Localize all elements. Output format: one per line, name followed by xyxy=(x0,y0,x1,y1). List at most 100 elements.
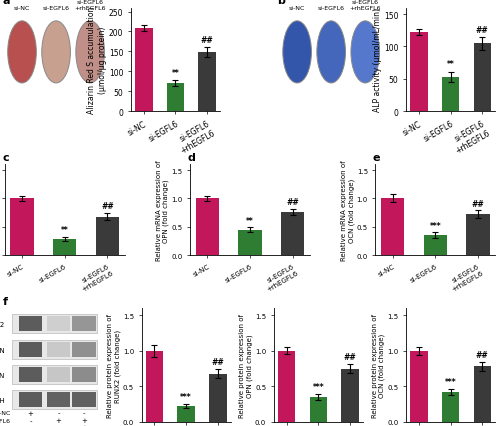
Text: -: - xyxy=(82,410,85,416)
Y-axis label: Relative mRNA expression of
OCN (fold change): Relative mRNA expression of OCN (fold ch… xyxy=(341,160,354,260)
Text: rhEGFL6: rhEGFL6 xyxy=(0,425,10,426)
Circle shape xyxy=(9,25,35,81)
Text: ##: ## xyxy=(472,199,484,208)
Bar xyxy=(19,317,42,331)
Bar xyxy=(96,217,119,256)
Text: RUNX2: RUNX2 xyxy=(0,321,5,327)
Bar xyxy=(310,397,327,422)
Circle shape xyxy=(76,22,104,84)
Circle shape xyxy=(352,25,378,81)
Bar xyxy=(281,213,304,256)
Text: si-NC: si-NC xyxy=(0,410,10,415)
Circle shape xyxy=(318,25,344,81)
Y-axis label: Relative mRNA expression of
OPN (fold change): Relative mRNA expression of OPN (fold ch… xyxy=(156,160,170,260)
Y-axis label: Relative protein expression of
OPN (fold change): Relative protein expression of OPN (fold… xyxy=(240,313,253,417)
Bar xyxy=(47,392,70,407)
Text: -: - xyxy=(30,417,32,423)
Text: si-EGFL6: si-EGFL6 xyxy=(0,417,10,423)
Text: si-NC: si-NC xyxy=(289,6,306,11)
Bar xyxy=(12,390,96,409)
Bar xyxy=(424,236,447,256)
Text: si-EGFL6: si-EGFL6 xyxy=(318,6,344,11)
Bar xyxy=(72,368,96,382)
Text: ##: ## xyxy=(476,350,488,359)
Bar xyxy=(381,199,404,256)
Bar xyxy=(72,392,96,407)
Text: ***: *** xyxy=(312,382,324,391)
Bar xyxy=(442,392,459,422)
Bar xyxy=(47,368,70,382)
Text: ##: ## xyxy=(286,198,299,207)
Text: e: e xyxy=(373,153,380,163)
Text: f: f xyxy=(2,296,7,307)
Bar xyxy=(410,33,428,112)
Text: ##: ## xyxy=(212,357,224,366)
Bar xyxy=(466,215,489,256)
Circle shape xyxy=(284,25,310,81)
Text: **: ** xyxy=(61,226,68,235)
Bar xyxy=(342,369,359,422)
Bar xyxy=(19,368,42,382)
Bar xyxy=(19,343,42,357)
Text: ##: ## xyxy=(201,36,213,45)
Circle shape xyxy=(8,22,36,84)
Circle shape xyxy=(351,22,380,84)
Bar xyxy=(474,44,491,112)
Text: si-EGFL6: si-EGFL6 xyxy=(42,6,70,11)
Y-axis label: Relative protein expression of
OCN (fold change): Relative protein expression of OCN (fold… xyxy=(372,313,385,417)
Bar xyxy=(167,84,184,112)
Circle shape xyxy=(283,22,312,84)
Bar xyxy=(146,351,163,422)
Bar xyxy=(12,314,96,334)
Text: ***: *** xyxy=(180,391,192,401)
Text: OPN: OPN xyxy=(0,347,5,353)
Text: **: ** xyxy=(246,216,254,225)
Bar xyxy=(178,406,195,422)
Text: b: b xyxy=(278,0,285,6)
Text: si-EGFL6
+rhEGFL6: si-EGFL6 +rhEGFL6 xyxy=(350,0,381,11)
Text: +: + xyxy=(81,424,87,426)
Bar xyxy=(53,239,76,256)
Bar xyxy=(12,340,96,360)
Text: -: - xyxy=(58,424,60,426)
Bar xyxy=(442,78,460,112)
Text: +: + xyxy=(81,417,87,423)
Bar xyxy=(198,53,216,112)
Text: ***: *** xyxy=(430,221,441,230)
Text: -: - xyxy=(30,424,32,426)
Text: GAPDH: GAPDH xyxy=(0,397,5,403)
Text: -: - xyxy=(58,410,60,416)
Circle shape xyxy=(317,22,346,84)
Bar xyxy=(238,230,262,256)
Bar xyxy=(47,317,70,331)
Text: si-NC: si-NC xyxy=(14,6,30,11)
Bar xyxy=(209,374,226,422)
Text: +: + xyxy=(28,410,34,416)
Bar xyxy=(47,343,70,357)
Circle shape xyxy=(42,22,70,84)
Bar xyxy=(410,351,428,422)
Text: **: ** xyxy=(446,60,454,69)
Text: c: c xyxy=(2,153,9,163)
Bar xyxy=(12,365,96,384)
Circle shape xyxy=(43,25,69,81)
Bar xyxy=(474,367,491,422)
Text: si-EGFL6
+rhEGFL6: si-EGFL6 +rhEGFL6 xyxy=(74,0,106,11)
Text: ##: ## xyxy=(101,202,114,211)
Bar xyxy=(72,317,96,331)
Text: ***: *** xyxy=(444,377,456,386)
Bar xyxy=(278,351,295,422)
Text: a: a xyxy=(2,0,10,6)
Text: +: + xyxy=(56,417,62,423)
Text: OCN: OCN xyxy=(0,372,5,378)
Bar xyxy=(196,199,219,256)
Bar xyxy=(72,343,96,357)
Y-axis label: Relative protein expression of
RUNX2 (fold change): Relative protein expression of RUNX2 (fo… xyxy=(107,313,120,417)
Y-axis label: ALP activity (μmol/mL/min): ALP activity (μmol/mL/min) xyxy=(373,8,382,112)
Text: d: d xyxy=(188,153,196,163)
Circle shape xyxy=(77,25,103,81)
Text: ##: ## xyxy=(476,26,488,35)
Bar xyxy=(10,199,34,256)
Text: ##: ## xyxy=(344,352,356,361)
Bar xyxy=(19,392,42,407)
